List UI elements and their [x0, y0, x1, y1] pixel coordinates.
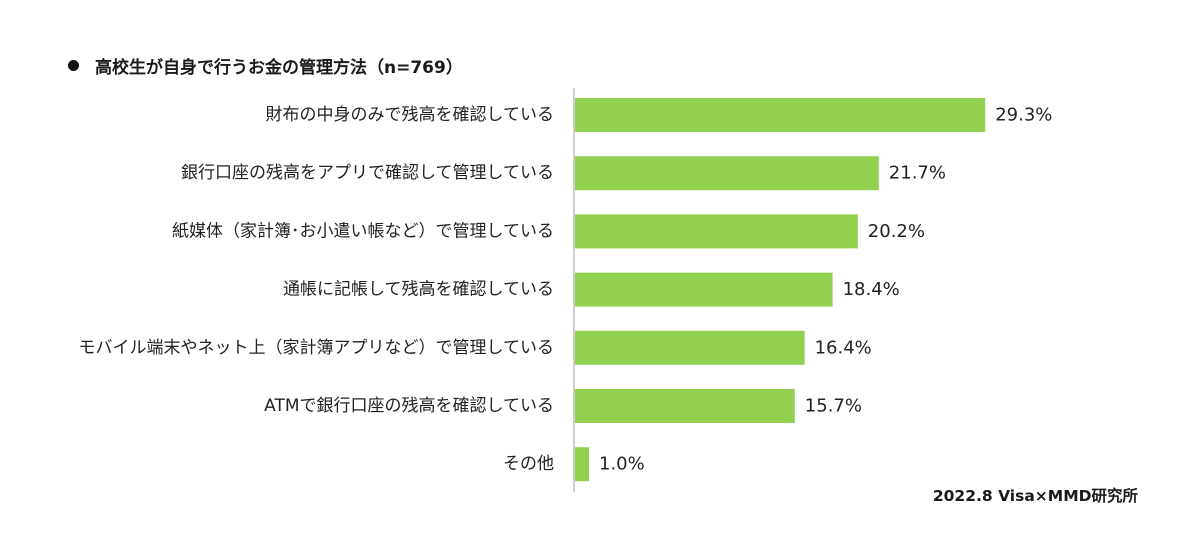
category-label: 銀行口座の残高をアプリで確認して管理している	[181, 163, 554, 183]
chart-title: 高校生が自身で行うお金の管理方法（n=769）	[95, 57, 463, 78]
bar	[575, 214, 858, 249]
chart-title-row: 高校生が自身で行うお金の管理方法（n=769）	[68, 50, 463, 80]
bullet-icon	[68, 59, 79, 71]
value-label: 1.0%	[599, 454, 645, 475]
bar	[575, 98, 986, 132]
category-label: モバイル端末やネット上（家計簿アプリなど）で管理している	[79, 338, 555, 358]
source-credit: 2022.8 Visa×MMD研究所	[932, 487, 1138, 505]
category-label: 財布の中身のみで残高を確認している	[266, 105, 555, 125]
value-label: 20.2%	[868, 221, 925, 242]
value-label: 16.4%	[815, 337, 872, 358]
value-label: 29.3%	[995, 105, 1052, 126]
value-label: 18.4%	[843, 279, 900, 300]
value-label: 15.7%	[805, 396, 862, 417]
category-label: 紙媒体（家計簿･お小遣い帳など）で管理している	[172, 221, 554, 241]
category-label: ATMで銀行口座の残高を確認している	[264, 396, 554, 416]
bar	[575, 156, 879, 191]
category-label: 通帳に記帳して残高を確認している	[283, 280, 554, 300]
category-label: その他	[503, 454, 554, 474]
value-label: 21.7%	[889, 163, 946, 184]
bar	[575, 389, 795, 423]
bar	[575, 272, 833, 307]
bar	[575, 447, 589, 482]
bar	[575, 330, 805, 365]
